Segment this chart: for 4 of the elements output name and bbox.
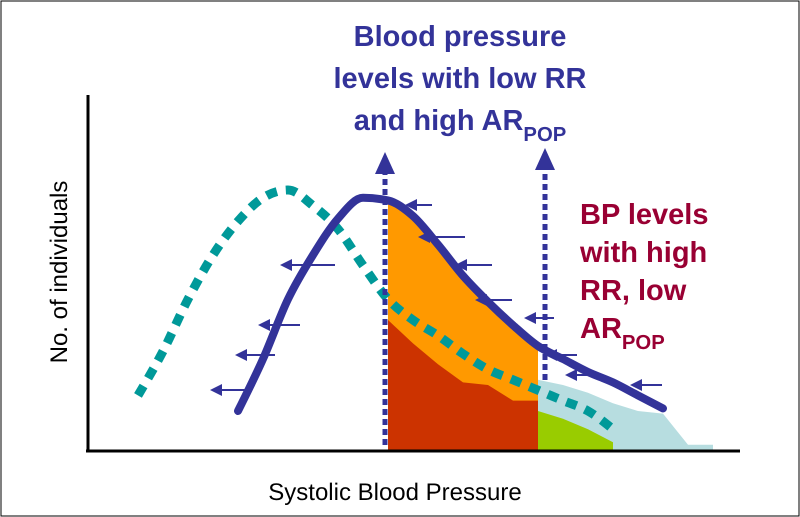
y-axis-title: No. of individuals	[46, 180, 73, 364]
x-axis-title: Systolic Blood Pressure	[268, 479, 522, 506]
text: Blood pressure levels with low RR and high AR$_{POP}$	[334, 21, 587, 146]
annotation: BP levels with high RR, low AR$_{POP}$	[579, 199, 708, 354]
